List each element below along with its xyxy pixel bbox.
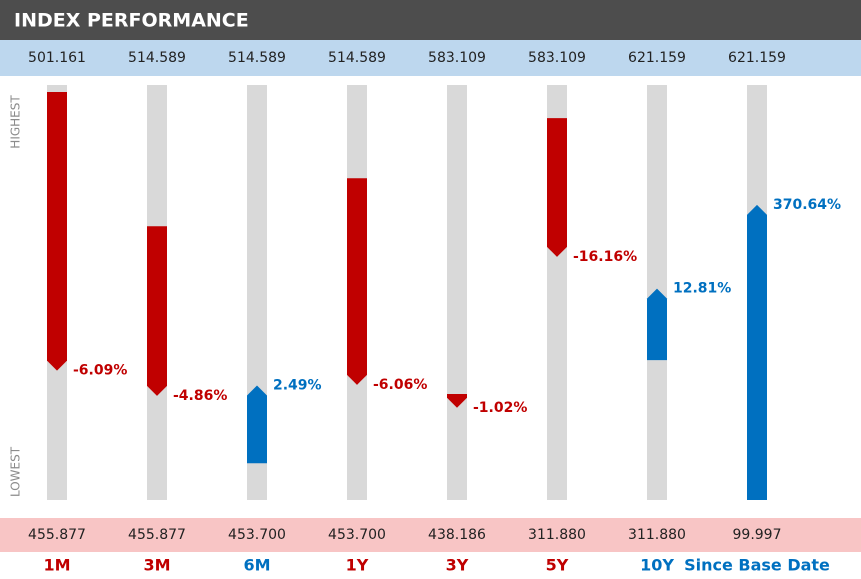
performance-arrow <box>547 118 567 257</box>
performance-arrow <box>247 385 267 464</box>
low-value: 453.700 <box>228 527 286 543</box>
change-label: -6.06% <box>373 377 427 393</box>
period-label: 5Y <box>546 556 569 575</box>
change-label: 2.49% <box>273 377 322 393</box>
change-label: -16.16% <box>573 249 637 265</box>
title-bar <box>0 0 861 40</box>
high-value: 514.589 <box>328 50 386 66</box>
period-label: 3M <box>143 556 170 575</box>
high-value: 621.159 <box>628 50 686 66</box>
low-value: 453.700 <box>328 527 386 543</box>
high-value: 514.589 <box>228 50 286 66</box>
low-value: 455.877 <box>128 527 186 543</box>
period-label: 1M <box>43 556 70 575</box>
high-value: 583.109 <box>428 50 486 66</box>
period-label: 1Y <box>346 556 369 575</box>
chart-title: INDEX PERFORMANCE <box>14 10 249 32</box>
performance-arrow <box>447 394 467 408</box>
performance-arrow <box>47 91 67 371</box>
period-label: 3Y <box>446 556 469 575</box>
change-label: -1.02% <box>473 400 527 416</box>
performance-arrow <box>647 288 667 361</box>
change-label: 12.81% <box>673 281 731 297</box>
performance-arrow <box>147 226 167 396</box>
change-label: -6.09% <box>73 363 127 379</box>
period-label: 10Y <box>640 556 674 575</box>
low-value: 455.877 <box>28 527 86 543</box>
period-label: Since Base Date <box>684 556 830 575</box>
high-value: 583.109 <box>528 50 586 66</box>
period-label: 6M <box>243 556 270 575</box>
high-value: 621.159 <box>728 50 786 66</box>
high-value: 514.589 <box>128 50 186 66</box>
high-value: 501.161 <box>28 50 86 66</box>
lows-row <box>0 518 861 552</box>
low-value: 438.186 <box>428 527 486 543</box>
low-value: 311.880 <box>528 527 586 543</box>
change-label: 370.64% <box>773 197 841 213</box>
range-track <box>447 85 467 500</box>
change-label: -4.86% <box>173 388 227 404</box>
low-value: 311.880 <box>628 527 686 543</box>
low-value: 99.997 <box>733 527 782 543</box>
performance-arrow <box>747 204 767 500</box>
low-axis-label: LOWEST <box>9 446 23 497</box>
high-axis-label: HIGHEST <box>9 95 23 149</box>
highs-row <box>0 40 861 76</box>
performance-arrow <box>347 178 367 385</box>
